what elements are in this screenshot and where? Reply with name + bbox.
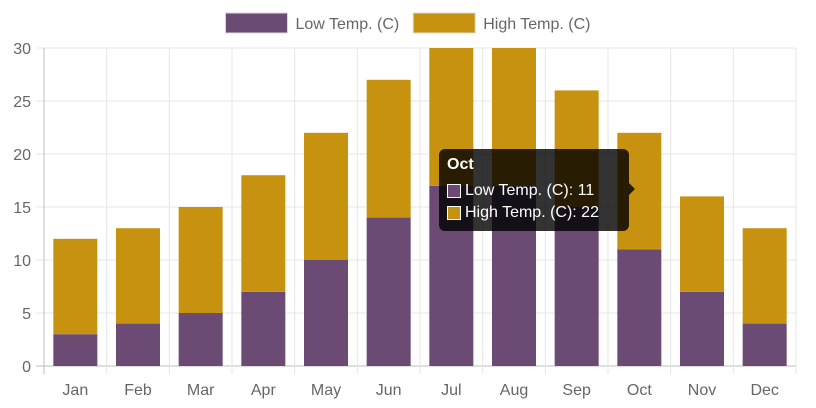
x-axis: Jan Feb Mar Apr May Jun Jul Aug Sep Oct Nov Dec xyxy=(62,382,778,399)
y-tick-label: 20 xyxy=(13,147,31,164)
y-tick-label: 0 xyxy=(22,359,31,376)
bar-low-may[interactable] xyxy=(304,260,348,366)
x-tick-label-sep: Sep xyxy=(562,382,591,399)
y-tick-label: 15 xyxy=(13,200,31,217)
y-tick-label: 25 xyxy=(13,94,31,111)
bar-low-apr[interactable] xyxy=(241,291,286,366)
bar-low-dec[interactable] xyxy=(742,323,787,366)
bar-high-feb[interactable] xyxy=(116,228,160,324)
bar-low-mar[interactable] xyxy=(178,313,223,366)
legend-swatch-high[interactable] xyxy=(412,12,476,34)
bar-low-nov[interactable] xyxy=(680,291,724,366)
legend-label-low[interactable]: Low Temp. (C) xyxy=(295,16,399,33)
bar-high-jan[interactable] xyxy=(53,238,98,335)
tooltip-title: Oct xyxy=(447,156,474,173)
x-tick-label-mar: Mar xyxy=(187,382,215,399)
tooltip-swatch-high xyxy=(447,206,461,220)
tooltip: Oct Low Temp. (C): 11 High Temp. (C): 22 xyxy=(439,149,635,231)
bar-low-oct[interactable] xyxy=(617,249,662,366)
x-tick-label-apr: Apr xyxy=(251,382,277,399)
tooltip-label-high: High Temp. (C): 22 xyxy=(465,204,599,221)
x-tick-label-may: May xyxy=(311,382,341,399)
bar-low-feb[interactable] xyxy=(116,323,160,366)
bar-high-apr[interactable] xyxy=(241,175,286,292)
x-tick-label-oct: Oct xyxy=(627,382,652,399)
x-tick-label-jan: Jan xyxy=(62,382,88,399)
x-tick-label-jul: Jul xyxy=(441,382,461,399)
x-tick-label-feb: Feb xyxy=(124,382,152,399)
x-tick-label-nov: Nov xyxy=(688,382,716,399)
bars[interactable] xyxy=(53,48,787,366)
y-axis: 0 5 10 15 20 25 30 xyxy=(13,41,31,376)
x-tick-label-jun: Jun xyxy=(376,382,402,399)
bar-high-jun[interactable] xyxy=(366,79,411,218)
legend-label-high[interactable]: High Temp. (C) xyxy=(483,16,590,33)
bar-high-dec[interactable] xyxy=(742,228,787,324)
bar-low-sep[interactable] xyxy=(554,207,599,366)
bar-high-nov[interactable] xyxy=(680,196,724,292)
tooltip-row-low: Low Temp. (C): 11 xyxy=(447,180,621,202)
tooltip-swatch-low xyxy=(447,184,461,198)
grid-lines xyxy=(36,47,797,374)
y-tick-label: 10 xyxy=(13,253,31,270)
bar-high-mar[interactable] xyxy=(178,207,223,313)
bar-low-jan[interactable] xyxy=(53,334,98,366)
legend-swatch-low[interactable] xyxy=(224,12,288,34)
bar-high-may[interactable] xyxy=(304,132,348,260)
y-tick-label: 30 xyxy=(13,41,31,58)
legend[interactable]: Low Temp. (C) High Temp. (C) xyxy=(224,12,591,34)
tooltip-label-low: Low Temp. (C): 11 xyxy=(465,182,595,199)
tooltip-row-high: High Temp. (C): 22 xyxy=(447,202,621,224)
bar-low-jun[interactable] xyxy=(366,217,411,366)
x-tick-label-dec: Dec xyxy=(750,382,778,399)
y-tick-label: 5 xyxy=(22,306,31,323)
x-tick-label-aug: Aug xyxy=(500,382,528,399)
